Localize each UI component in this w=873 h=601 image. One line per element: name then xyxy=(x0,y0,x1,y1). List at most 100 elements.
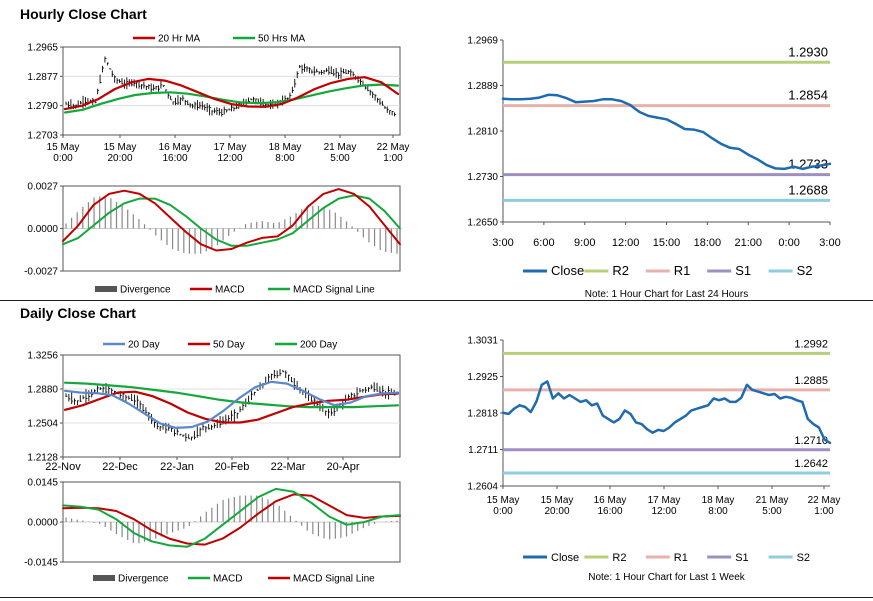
hourly-levels-x-label: 0:00 xyxy=(778,237,799,249)
hourly-levels-y-label: 1.2650 xyxy=(467,218,498,229)
hourly-macd-y-label: -0.0027 xyxy=(24,267,58,278)
daily-levels-y-label: 1.2711 xyxy=(468,445,498,456)
daily-levels-note: Note: 1 Hour Chart for Last 1 Week xyxy=(588,572,746,583)
daily-price-x-label: 22-Dec xyxy=(102,461,138,473)
daily-levels-legend-label: Close xyxy=(551,552,579,564)
daily-levels-level-s1-label: 1.2710 xyxy=(794,435,828,447)
daily-section-title: Daily Close Chart xyxy=(20,305,136,321)
hourly-macd-legend-label: MACD Signal Line xyxy=(293,285,375,296)
daily-macd-macd-line xyxy=(62,487,401,548)
hourly-macd-legend-label: MACD xyxy=(215,285,244,296)
daily-levels-x-label: 21 May xyxy=(756,495,789,506)
hourly-levels-x-label: 3:00 xyxy=(492,237,513,249)
hourly-macd-y-label: 0.0000 xyxy=(27,224,58,235)
daily-levels-x-label: 18 May xyxy=(702,495,735,506)
hourly-price-legend-label: 20 Hr MA xyxy=(158,34,201,45)
daily-levels-x-label: 20:00 xyxy=(544,506,569,517)
hourly-levels-legend-label: S2 xyxy=(797,263,813,278)
daily-price-x-label: 22-Jan xyxy=(160,461,194,473)
daily-price-x-label: 20-Apr xyxy=(326,461,359,473)
hourly-macd-y-label: 0.0027 xyxy=(27,182,58,193)
daily-levels-level-r1-label: 1.2885 xyxy=(794,375,828,387)
daily-levels-x-label: 8:00 xyxy=(708,506,728,517)
hourly-price-y-label: 1.2790 xyxy=(27,101,58,112)
hourly-levels-x-label: 6:00 xyxy=(533,237,554,249)
daily-macd-y-label: 0.0000 xyxy=(27,518,58,529)
daily-levels-x-label: 5:00 xyxy=(762,506,782,517)
hourly-levels-legend-label: S1 xyxy=(735,263,751,278)
daily-levels-legend-label: R2 xyxy=(612,552,626,564)
hourly-macd-macd-line xyxy=(62,188,401,252)
hourly-levels-x-label: 9:00 xyxy=(574,237,595,249)
hourly-levels-x-label: 18:00 xyxy=(694,237,722,249)
hourly-section-title: Hourly Close Chart xyxy=(20,6,147,22)
daily-levels-x-label: 15 May xyxy=(541,495,574,506)
hourly-price-x-label: 16 May xyxy=(159,142,192,153)
daily-price-x-label: 20-Feb xyxy=(215,461,250,473)
daily-levels-x-label: 15 May xyxy=(487,495,520,506)
hourly-price-x-label: 20:00 xyxy=(107,153,132,164)
hourly-levels-y-label: 1.2889 xyxy=(467,81,498,92)
daily-price-y-label: 1.2128 xyxy=(27,453,58,464)
daily-levels-x-label: 1:00 xyxy=(814,506,834,517)
hourly-price-x-label: 0:00 xyxy=(53,153,73,164)
hourly-price-x-label: 16:00 xyxy=(162,153,187,164)
hourly-levels-legend-label: R2 xyxy=(612,263,629,278)
daily-macd-legend-label: MACD xyxy=(213,574,242,585)
hourly-price-x-label: 5:00 xyxy=(330,153,350,164)
daily-price-x-label: 22-Nov xyxy=(45,461,81,473)
hourly-price-ma50-line xyxy=(63,83,400,114)
hourly-price-x-label: 15 May xyxy=(104,142,137,153)
hourly-price-x-label: 17 May xyxy=(214,142,247,153)
hourly-price-x-label: 1:00 xyxy=(383,153,403,164)
hourly-price-y-label: 1.2703 xyxy=(27,131,58,142)
hourly-macd-legend-label: Divergence xyxy=(120,285,171,296)
daily-price-y-label: 1.3256 xyxy=(27,351,58,362)
daily-levels-legend-label: R1 xyxy=(674,552,688,564)
hourly-levels-level-r1-label: 1.2854 xyxy=(788,88,828,103)
daily-price-ma20-line xyxy=(63,380,400,429)
hourly-levels-level-r2-label: 1.2930 xyxy=(788,44,828,59)
section-divider xyxy=(0,300,873,301)
daily-levels-level-s2-label: 1.2642 xyxy=(794,458,828,470)
hourly-levels-close-line xyxy=(501,93,832,171)
daily-levels-x-label: 12:00 xyxy=(651,506,676,517)
daily-price-y-label: 1.2504 xyxy=(27,419,58,430)
hourly-levels-y-label: 1.2969 xyxy=(467,36,498,47)
daily-levels-level-r2-label: 1.2992 xyxy=(794,338,828,350)
hourly-price-y-label: 1.2877 xyxy=(27,72,58,83)
daily-levels-y-label: 1.2604 xyxy=(467,482,498,493)
hourly-price-x-label: 21 May xyxy=(324,142,357,153)
hourly-price-x-label: 15 May xyxy=(47,142,80,153)
daily-levels-y-label: 1.2925 xyxy=(467,372,498,383)
hourly-price-x-label: 12:00 xyxy=(217,153,242,164)
hourly-levels-x-label: 3:00 xyxy=(819,237,840,249)
daily-macd-legend-label: Divergence xyxy=(118,574,169,585)
bottom-divider xyxy=(0,597,873,598)
hourly-levels-y-label: 1.2730 xyxy=(467,172,498,183)
daily-levels-y-label: 1.3031 xyxy=(467,336,498,347)
hourly-levels-y-label: 1.2810 xyxy=(467,127,498,138)
daily-levels-x-label: 16 May xyxy=(594,495,627,506)
daily-levels-legend-label: S1 xyxy=(735,552,748,564)
daily-levels-x-label: 22 May xyxy=(808,495,841,506)
daily-levels-legend-label: S2 xyxy=(797,552,810,564)
daily-levels-x-label: 16:00 xyxy=(597,506,622,517)
hourly-levels-level-s2-label: 1.2688 xyxy=(788,182,828,197)
hourly-price-x-label: 18 May xyxy=(269,142,302,153)
hourly-levels-x-label: 15:00 xyxy=(653,237,681,249)
hourly-price-y-label: 1.2965 xyxy=(27,43,58,54)
daily-macd-y-label: 0.0145 xyxy=(27,478,58,489)
hourly-price-x-label: 22 May xyxy=(377,142,410,153)
hourly-levels-legend-label: Close xyxy=(551,263,584,278)
hourly-macd-legend-swatch xyxy=(95,286,117,292)
hourly-levels-x-label: 21:00 xyxy=(734,237,762,249)
daily-macd-legend-label: MACD Signal Line xyxy=(293,574,375,585)
hourly-levels-note: Note: 1 Hour Chart for Last 24 Hours xyxy=(585,289,748,300)
daily-price-legend-label: 20 Day xyxy=(128,340,160,351)
daily-macd-legend-swatch xyxy=(93,575,115,581)
hourly-price-x-label: 8:00 xyxy=(275,153,295,164)
hourly-levels-x-label: 12:00 xyxy=(612,237,640,249)
daily-levels-y-label: 1.2818 xyxy=(467,409,498,420)
